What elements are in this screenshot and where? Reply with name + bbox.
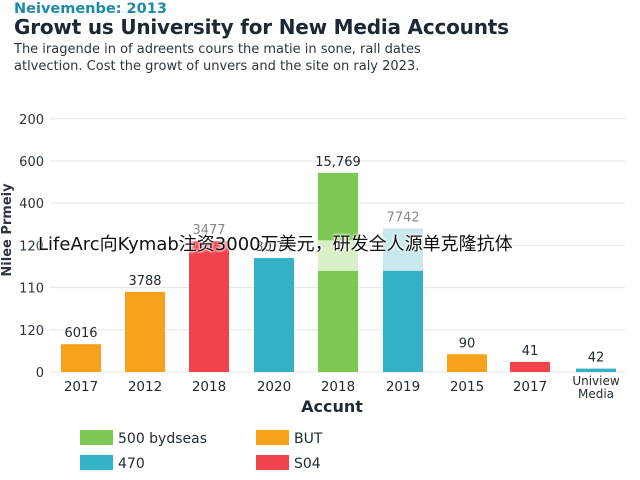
y-tick-label: 200 bbox=[19, 113, 44, 128]
bar-segment bbox=[383, 270, 423, 372]
y-tick-label: 120 bbox=[19, 239, 44, 254]
data-label: 42 bbox=[588, 351, 605, 366]
legend-label: BUT bbox=[294, 431, 323, 447]
bar bbox=[125, 291, 165, 372]
data-label: 3788 bbox=[128, 274, 161, 289]
chart-subtitle-line2: atlvection. Cost the growt of unvers and… bbox=[14, 59, 420, 74]
legend-swatch bbox=[256, 430, 289, 445]
x-tick-label: 2019 bbox=[386, 379, 420, 395]
chart-subtitle-line1: The iragende in of adreents cours the ma… bbox=[14, 42, 421, 57]
legend-swatch bbox=[80, 430, 113, 445]
x-tick-label: 2017 bbox=[513, 379, 547, 395]
y-tick-label: 0 bbox=[36, 366, 44, 381]
legend-label: 500 bydseas bbox=[118, 431, 207, 447]
data-label: 90 bbox=[459, 336, 476, 351]
legend-label: S04 bbox=[294, 456, 321, 472]
data-label: 7742 bbox=[386, 211, 419, 226]
bar-segment bbox=[318, 172, 358, 241]
bar bbox=[189, 241, 229, 372]
bar-segment bbox=[318, 240, 358, 271]
bar bbox=[447, 354, 487, 372]
x-tick-label: 2017 bbox=[64, 379, 98, 395]
x-tick-label: 2020 bbox=[257, 379, 291, 395]
x-tick-label: 2015 bbox=[450, 379, 484, 395]
x-tick-label: 2018 bbox=[192, 379, 226, 395]
y-tick-label: 600 bbox=[19, 155, 44, 170]
data-label: 6016 bbox=[64, 326, 97, 341]
legend-swatch bbox=[80, 455, 113, 470]
chart-title: Growt us University for New Media Accoun… bbox=[14, 15, 509, 39]
data-label: 41 bbox=[522, 344, 539, 359]
y-tick-label: 400 bbox=[19, 197, 44, 212]
bar-segment bbox=[318, 270, 358, 372]
bar bbox=[576, 368, 616, 372]
data-label: 15,769 bbox=[315, 155, 361, 170]
x-tick-label: 2012 bbox=[128, 379, 162, 395]
bar bbox=[510, 361, 550, 372]
x-tick-label: Media bbox=[578, 387, 614, 401]
x-tick-label: Uniview bbox=[572, 374, 620, 388]
bar bbox=[254, 258, 294, 372]
overlay-caption: LifeArc向Kymab注资3000万美元，研发全人源单克隆抗体 bbox=[38, 234, 513, 255]
x-axis-title: Accunt bbox=[301, 397, 363, 416]
y-axis-title: Nilee Prmeiy bbox=[0, 183, 15, 277]
y-tick-label: 120 bbox=[19, 324, 44, 339]
bar bbox=[61, 344, 101, 372]
y-tick-label: 110 bbox=[19, 282, 44, 297]
legend-label: 470 bbox=[118, 456, 145, 472]
data-label: 3477 bbox=[192, 223, 225, 238]
data-label: 30.74 bbox=[255, 240, 292, 255]
bar-segment bbox=[383, 228, 423, 271]
x-tick-label: 2018 bbox=[321, 379, 355, 395]
legend-swatch bbox=[256, 455, 289, 470]
chart-kicker: Neivemenbe: 2013 bbox=[14, 1, 167, 17]
